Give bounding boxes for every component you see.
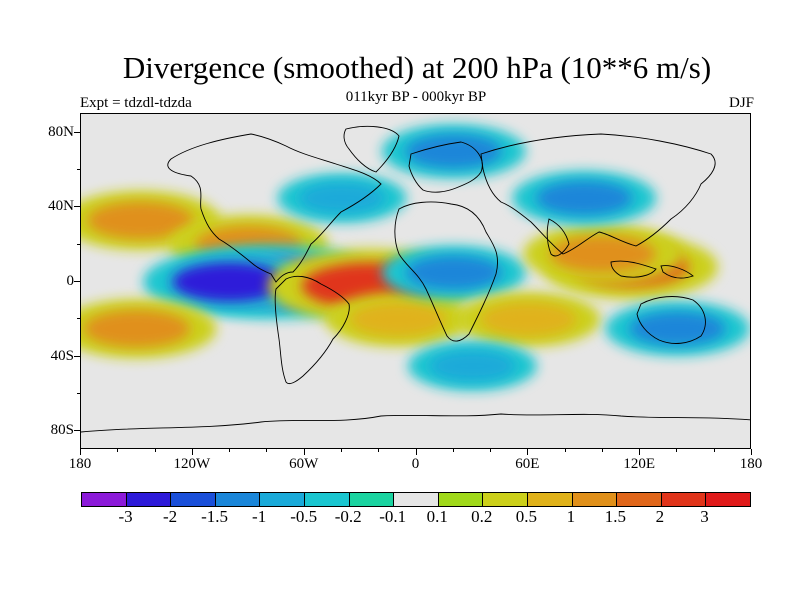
colorbar-label: -0.2 [334,507,362,526]
chart-subtitle: 011kyr BP - 000kyr BP [345,89,487,105]
greenland-coastline [343,125,400,173]
europe-coastline [408,141,483,193]
colorbar-box [171,493,216,506]
lon-label: 120W [173,456,211,472]
north-pacific-positive [87,201,194,239]
colorbar-label: 3 [700,507,709,526]
africa-coastline [394,201,498,342]
y-tick [74,131,80,133]
arctic-negative [405,134,502,169]
colorbar-box [394,493,439,506]
x-tick [154,449,156,452]
lat-label: 80N [48,123,74,140]
lon-label: 120E [623,456,655,472]
colorbar-box [661,493,707,506]
lon-label: 0 [411,456,420,472]
africa-negative [405,255,502,290]
colorbar-box [572,493,618,506]
y-tick [77,243,80,245]
colorbar-box [438,493,484,506]
colorbar-box [706,493,750,506]
x-tick [751,449,752,455]
colorbar-label: -0.1 [379,507,407,526]
south-atlantic-positive [349,302,446,337]
x-tick [80,449,81,455]
southern-ocean-negative [429,350,516,382]
lon-label: 180 [68,456,92,472]
colorbar-label: -1 [252,507,267,526]
lat-label: 40N [48,198,74,215]
north-atlantic-negative [298,182,385,214]
x-tick [527,449,529,455]
divergence-field [81,124,750,391]
colorbar-box [260,493,305,506]
colorbar-box [126,493,172,506]
colorbar-label: -1.5 [201,507,229,526]
y-tick [74,206,80,208]
map-panel [80,113,751,449]
lat-label: 0 [66,273,75,289]
chart-title: Divergence (smoothed) at 200 hPa (10**6 … [122,50,712,85]
colorbar-label: -2 [162,507,178,526]
colorbar-label: 1 [566,507,576,526]
colorbar-box [483,493,528,506]
y-tick [74,430,80,432]
colorbar-label: 1.5 [604,507,627,526]
x-tick [601,449,603,452]
x-tick [639,449,641,455]
siberia-negative [536,181,633,215]
lon-label: 60W [289,456,319,472]
colorbar-label: 0.1 [426,507,448,526]
x-tick [340,449,342,452]
maritime-continent-coastline [610,260,694,279]
colorbar-box [527,493,573,506]
south-america-coastline [274,275,350,385]
coastlines [81,125,750,433]
x-tick [117,449,119,452]
colorbar [81,492,751,507]
y-tick [74,281,80,282]
colorbar-label: 0.5 [515,507,537,526]
southeast-asia-positive [549,235,656,273]
x-tick [303,449,305,455]
x-tick [266,449,268,452]
season-label: DJF [728,95,754,111]
x-tick [452,449,454,452]
south-pacific-positive [83,310,190,348]
antarctica-coastline [81,413,750,433]
colorbar-box [349,493,395,506]
experiment-label: Expt = tdzdl-tdzda [80,95,192,111]
map-canvas [81,124,750,433]
asia-coastline [480,133,716,255]
north-america-coastline [167,133,382,283]
lon-label: 60E [515,456,540,472]
australia-coastline [636,296,706,344]
indian-ocean-positive [480,302,577,337]
x-tick [229,449,231,452]
colorbar-label: 0.2 [471,507,493,526]
colorbar-box [617,493,662,506]
x-tick [490,449,492,452]
colorbar-box [215,493,261,506]
lon-label: 180 [739,456,763,472]
x-tick [191,449,193,455]
indian-subcontinent-coastline [546,218,570,257]
colorbar-label: -3 [118,507,133,526]
y-tick [77,318,80,320]
eastern-pacific-negative [172,262,289,302]
x-tick [378,449,380,452]
lat-label: 40S [50,347,74,364]
x-tick [713,449,715,452]
colorbar-box [82,493,127,506]
colorbar-box [304,493,350,506]
x-tick [564,449,566,452]
y-tick [74,355,80,357]
x-tick [415,449,417,455]
x-tick [676,449,678,452]
colorbar-label: 2 [655,507,665,526]
lat-label: 80S [50,422,74,439]
colorbar-label: -0.5 [290,507,318,526]
y-tick [77,393,80,394]
y-tick [77,169,80,170]
